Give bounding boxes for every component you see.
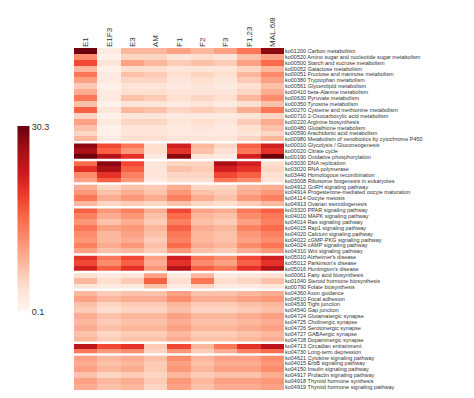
svg-text:ko03030 DNA replication: ko03030 DNA replication bbox=[285, 160, 346, 166]
svg-text:ko01040 Steroid hormone biosyn: ko01040 Steroid hormone biosynthesis bbox=[285, 278, 380, 284]
svg-text:E1F3: E1F3 bbox=[105, 27, 114, 47]
svg-text:ko04917 Prolactin signaling pa: ko04917 Prolactin signaling pathway bbox=[285, 372, 375, 378]
svg-text:ko04912 GnRH signaling pathway: ko04912 GnRH signaling pathway bbox=[285, 183, 368, 189]
svg-text:ko00630 Pyruvate metabolism: ko00630 Pyruvate metabolism bbox=[285, 95, 359, 101]
svg-text:ko00710 2-Oxocarboxylic acid m: ko00710 2-Oxocarboxylic acid metabolism bbox=[285, 113, 389, 119]
svg-text:ko04014 Ras signaling pathway: ko04014 Ras signaling pathway bbox=[285, 219, 363, 225]
svg-text:ko00010 Glycolysis / Gluconeog: ko00010 Glycolysis / Gluconeogenesis bbox=[285, 142, 380, 148]
svg-text:ko00220 Arginine biosynthesis: ko00220 Arginine biosynthesis bbox=[285, 119, 360, 125]
svg-text:ko00500 Starch and sucrose met: ko00500 Starch and sucrose metabolism bbox=[285, 60, 385, 66]
svg-text:ko04725 Cholinergic synapse: ko04725 Cholinergic synapse bbox=[285, 319, 357, 325]
svg-text:ko04728 Dopaminergic synapse: ko04728 Dopaminergic synapse bbox=[285, 337, 364, 343]
svg-text:ko04730 Long-term depression: ko04730 Long-term depression bbox=[285, 349, 361, 355]
svg-text:ko04015 Rap1 signaling pathway: ko04015 Rap1 signaling pathway bbox=[285, 225, 366, 231]
svg-text:ko04919 Thyroid hormone signal: ko04919 Thyroid hormone signaling pathwa… bbox=[285, 384, 395, 390]
svg-text:E3: E3 bbox=[128, 37, 137, 47]
svg-text:ko04713 Circadian entrainment: ko04713 Circadian entrainment bbox=[285, 343, 362, 349]
svg-text:ko00061 Fatty acid biosynthesi: ko00061 Fatty acid biosynthesis bbox=[285, 272, 364, 278]
svg-text:ko04726 Serotonergic synapse: ko04726 Serotonergic synapse bbox=[285, 325, 361, 331]
svg-text:ko00190 Oxidative phosphorylat: ko00190 Oxidative phosphorylation bbox=[285, 154, 371, 160]
svg-text:ko00520 Amino sugar and nucleo: ko00520 Amino sugar and nucleotide sugar… bbox=[285, 54, 421, 60]
svg-text:ko00051 Fructose and mannose m: ko00051 Fructose and mannose metabolism bbox=[285, 71, 394, 77]
svg-text:MAL.6/8: MAL.6/8 bbox=[268, 17, 277, 47]
svg-text:ko01200 Carbon metabolism: ko01200 Carbon metabolism bbox=[285, 48, 356, 54]
svg-text:30.3: 30.3 bbox=[32, 122, 50, 132]
svg-text:ko00052 Galactose metabolism: ko00052 Galactose metabolism bbox=[285, 66, 362, 72]
svg-text:ko04913 Ovarian steroidogenesi: ko04913 Ovarian steroidogenesis bbox=[285, 201, 367, 207]
svg-text:ko04621 Cytokine signaling pat: ko04621 Cytokine signaling pathway bbox=[285, 354, 375, 360]
svg-text:ko04310 Wnt signaling pathway: ko04310 Wnt signaling pathway bbox=[285, 248, 363, 254]
svg-text:ko04530 Tight junction: ko04530 Tight junction bbox=[285, 301, 340, 307]
svg-text:ko00410 beta-Alanine metabolis: ko00410 beta-Alanine metabolism bbox=[285, 89, 369, 95]
svg-text:ko00561 Glycerolipid metabolis: ko00561 Glycerolipid metabolism bbox=[285, 83, 366, 89]
svg-text:ko04015 ErbB signaling pathway: ko04015 ErbB signaling pathway bbox=[285, 360, 365, 366]
svg-text:ko04914 Progesterone-mediated: ko04914 Progesterone-mediated oocyte mat… bbox=[285, 189, 410, 195]
svg-text:ko00020 Citrate cycle: ko00020 Citrate cycle bbox=[285, 148, 338, 154]
svg-text:ko04360 Axon guidance: ko04360 Axon guidance bbox=[285, 290, 344, 296]
svg-text:ko04150 Insulin signaling path: ko04150 Insulin signaling pathway bbox=[285, 366, 369, 372]
svg-text:ko03008 Ribosome biogenesis in: ko03008 Ribosome biogenesis in eukaryote… bbox=[285, 178, 395, 184]
svg-text:ko04724 Glutamatergic synapse: ko04724 Glutamatergic synapse bbox=[285, 313, 364, 319]
svg-text:ko04727 GABAergic synapse: ko04727 GABAergic synapse bbox=[285, 331, 357, 337]
svg-text:ko00790 Folate biosynthesis: ko00790 Folate biosynthesis bbox=[285, 284, 355, 290]
svg-text:ko00480 Glutathione metabolism: ko00480 Glutathione metabolism bbox=[285, 125, 366, 131]
svg-text:AM: AM bbox=[151, 35, 160, 47]
svg-text:ko04022 cGMP-PKG signaling pat: ko04022 cGMP-PKG signaling pathway bbox=[285, 237, 382, 243]
svg-text:E1: E1 bbox=[81, 37, 90, 47]
svg-text:ko03320 PPAR signaling pathway: ko03320 PPAR signaling pathway bbox=[285, 207, 368, 213]
svg-text:ko04510 Focal adhesion: ko04510 Focal adhesion bbox=[285, 296, 345, 302]
svg-text:ko04024 cAMP signaling pathway: ko04024 cAMP signaling pathway bbox=[285, 242, 368, 248]
svg-text:ko00590 Arachidonic acid metab: ko00590 Arachidonic acid metabolism bbox=[285, 130, 378, 136]
svg-text:F2: F2 bbox=[198, 37, 207, 47]
svg-text:ko04010 MAPK signaling pathway: ko04010 MAPK signaling pathway bbox=[285, 213, 369, 219]
svg-text:ko03440 Homologous recombinati: ko03440 Homologous recombination bbox=[285, 172, 375, 178]
svg-text:ko05012 Parkinson's disease: ko05012 Parkinson's disease bbox=[285, 260, 356, 266]
svg-text:ko03020 RNA polymerase: ko03020 RNA polymerase bbox=[285, 166, 349, 172]
svg-text:ko00380 Tryptophan metabolism: ko00380 Tryptophan metabolism bbox=[285, 77, 365, 83]
svg-text:ko04114 Oocyte meiosis: ko04114 Oocyte meiosis bbox=[285, 195, 345, 201]
svg-text:ko00980 Metabolism of xenobiot: ko00980 Metabolism of xenobiotics by cyt… bbox=[285, 136, 423, 142]
svg-text:ko00270 Cysteine and methionin: ko00270 Cysteine and methionine metaboli… bbox=[285, 107, 398, 113]
svg-text:ko04540 Gap junction: ko04540 Gap junction bbox=[285, 307, 339, 313]
svg-text:ko05010 Alzheimer's disease: ko05010 Alzheimer's disease bbox=[285, 254, 356, 260]
svg-text:ko04918 Thyroid hormone synthe: ko04918 Thyroid hormone synthesis bbox=[285, 378, 374, 384]
svg-text:F1: F1 bbox=[175, 37, 184, 47]
svg-text:ko04020 Calcium signaling path: ko04020 Calcium signaling pathway bbox=[285, 231, 373, 237]
svg-text:ko05016 Huntington's disease: ko05016 Huntington's disease bbox=[285, 266, 359, 272]
svg-text:0.1: 0.1 bbox=[32, 307, 45, 317]
svg-text:F1.23: F1.23 bbox=[245, 26, 254, 47]
svg-text:ko00350 Tyrosine metabolism: ko00350 Tyrosine metabolism bbox=[285, 101, 358, 107]
svg-text:F3: F3 bbox=[221, 37, 230, 47]
